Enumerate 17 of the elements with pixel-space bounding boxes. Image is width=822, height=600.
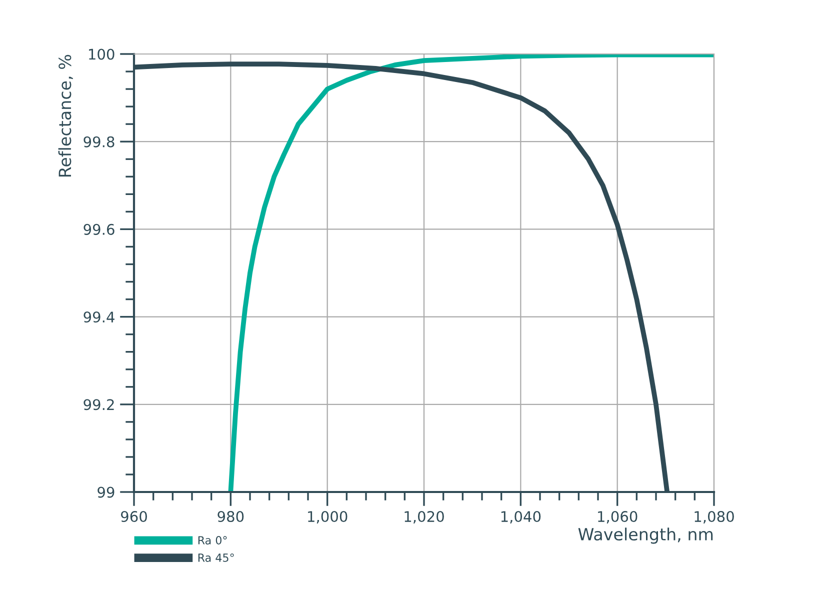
y-tick-label: 99.6 xyxy=(84,224,114,235)
x-tick-label: 1,060 xyxy=(598,511,638,524)
y-axis-title: Reflectance, % xyxy=(58,54,73,177)
x-tick-label: 960 xyxy=(121,511,147,522)
x-tick-label: 1,040 xyxy=(501,511,541,524)
x-axis-title: Wavelength, nm xyxy=(578,528,713,544)
x-tick-label: 980 xyxy=(218,511,244,522)
legend-label: Ra 45° xyxy=(198,553,234,562)
y-tick-label: 99.8 xyxy=(84,136,114,148)
legend-label: Ra 0° xyxy=(198,536,227,544)
y-tick-label: 99.2 xyxy=(84,399,114,410)
y-tick-label: 99 xyxy=(98,486,114,498)
x-tick-label: 1,080 xyxy=(694,511,734,524)
x-tick-label: 1,000 xyxy=(308,511,348,524)
x-tick-label: 1,020 xyxy=(404,511,444,524)
y-tick-label: 100 xyxy=(89,48,114,60)
y-tick-label: 99.4 xyxy=(84,312,114,323)
